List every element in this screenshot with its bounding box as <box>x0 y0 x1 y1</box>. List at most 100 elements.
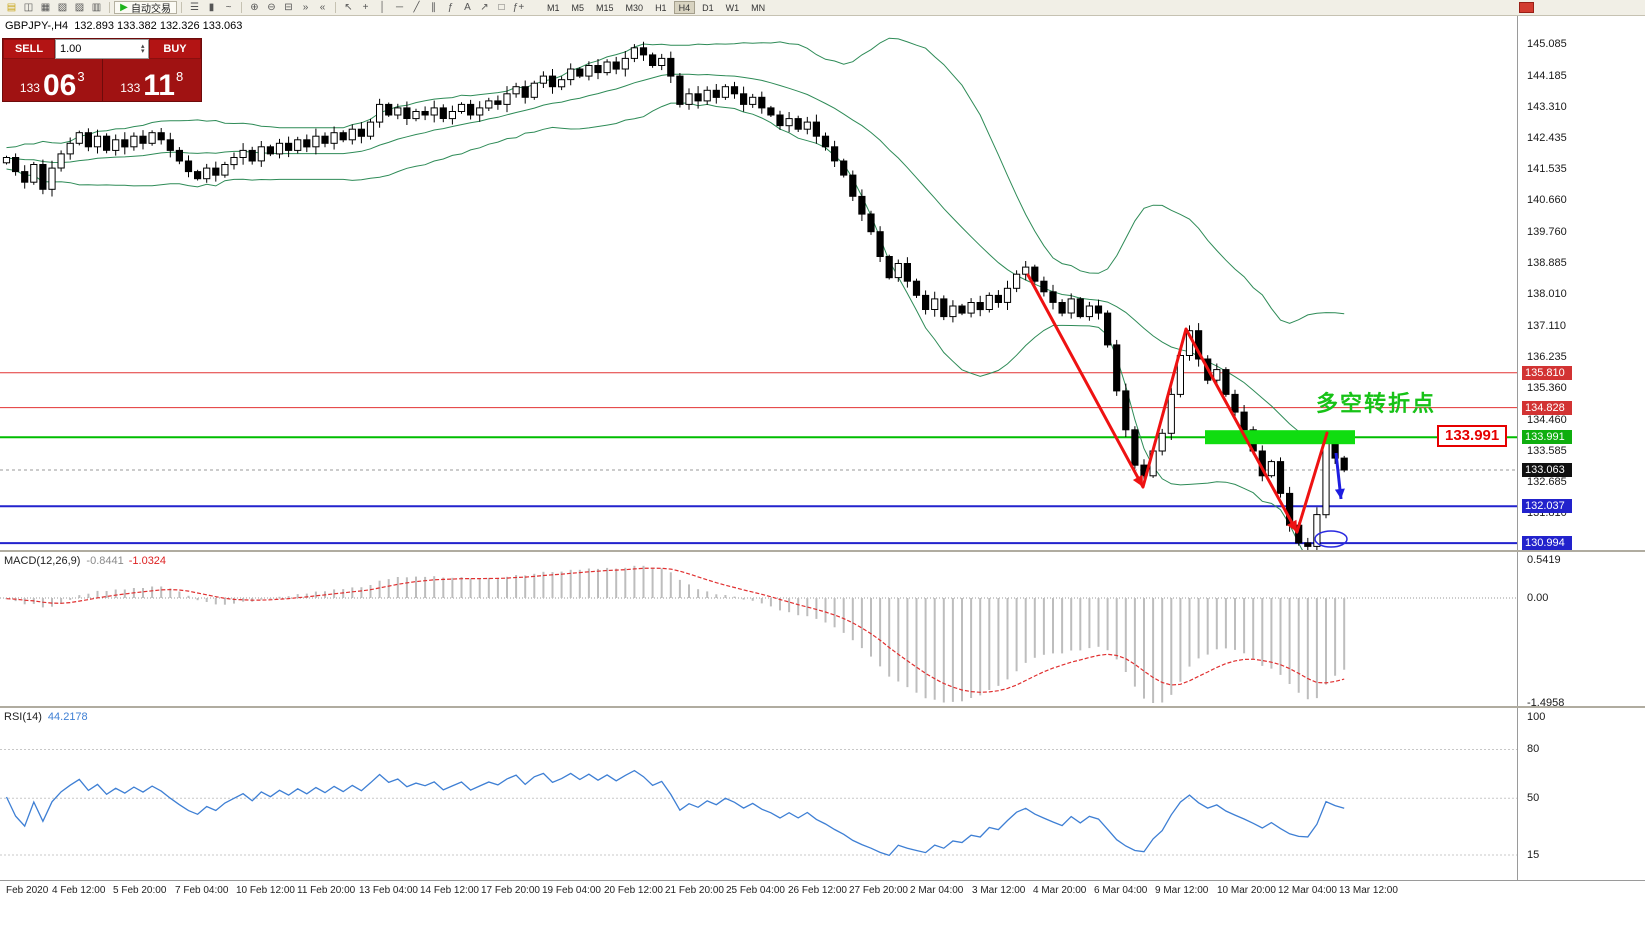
timeframe-m15[interactable]: M15 <box>596 2 614 13</box>
text-tool-icon[interactable]: A <box>464 2 471 13</box>
timeframe-m5[interactable]: M5 <box>571 2 585 13</box>
time-axis-label: 17 Feb 20:00 <box>481 885 540 896</box>
rsi-canvas[interactable] <box>0 708 1517 880</box>
candlestick-canvas[interactable] <box>0 16 1517 550</box>
connection-status-icon[interactable] <box>1519 2 1534 13</box>
price-scale-label: 141.535 <box>1527 163 1567 175</box>
timeframe-m30[interactable]: M30 <box>625 2 644 13</box>
shapes-icon[interactable]: □ <box>498 2 505 13</box>
new-order-icon[interactable]: ▤ <box>6 2 17 13</box>
price-level-tag[interactable]: 133.991 <box>1437 425 1508 447</box>
time-axis-label: 26 Feb 12:00 <box>788 885 847 896</box>
price-chart[interactable]: GBPJPY-,H4 132.893 133.382 132.326 133.06… <box>0 16 1517 550</box>
time-axis-label: 7 Feb 04:00 <box>175 885 229 896</box>
support-zone <box>1205 430 1355 445</box>
buy-price-pips: 11 <box>143 68 175 102</box>
price-scale-badge: 135.810 <box>1522 366 1572 380</box>
time-axis-label: 27 Feb 20:00 <box>849 885 908 896</box>
price-scale[interactable]: 145.085 144.185 143.310 142.435 141.535 140.6… <box>1518 16 1645 550</box>
navigator-icon[interactable]: ▧ <box>57 2 68 13</box>
toolbar-separator <box>181 2 182 13</box>
rsi-value: 44.2178 <box>47 711 88 723</box>
trend-zigzag-arrow <box>1026 273 1329 534</box>
time-axis-label: 19 Feb 04:00 <box>542 885 601 896</box>
time-axis[interactable]: Feb 2020 4 Feb 12:00 5 Feb 20:00 7 Feb 04:0… <box>0 880 1645 904</box>
buy-button[interactable]: BUY <box>149 39 201 59</box>
macd-scale[interactable]: 0.5419 0.00 -1.4958 <box>1518 552 1645 709</box>
chart-shift-icon[interactable]: « <box>319 2 326 13</box>
timeframe-w1[interactable]: W1 <box>725 2 740 13</box>
zoom-in-icon[interactable]: ⊕ <box>250 2 259 13</box>
horizontal-line-icon[interactable]: ─ <box>395 2 404 13</box>
volume-stepper[interactable]: ▴ ▾ <box>55 39 149 59</box>
macd-scale-label: 0.5419 <box>1527 554 1561 566</box>
volume-up-icon[interactable]: ▴ <box>140 43 145 50</box>
bar-chart-icon[interactable]: ☰ <box>190 2 199 13</box>
sell-button[interactable]: SELL <box>3 39 55 59</box>
buy-price-figure: 133 <box>120 81 141 95</box>
timeframe-d1[interactable]: D1 <box>702 2 714 13</box>
buy-price-point: 8 <box>176 69 184 84</box>
time-axis-label: 12 Mar 04:00 <box>1278 885 1337 896</box>
time-axis-label: Feb 2020 <box>6 885 49 896</box>
rsi-scale[interactable]: 100 80 50 15 <box>1518 708 1645 880</box>
rsi-panel[interactable]: RSI(14) 44.2178 <box>0 708 1517 880</box>
turning-point-annotation: 多空转折点 <box>1316 391 1437 416</box>
channel-icon[interactable]: ∥ <box>431 2 436 13</box>
time-axis-label: 13 Mar 12:00 <box>1339 885 1398 896</box>
timeframe-m1[interactable]: M1 <box>547 2 560 13</box>
timeframe-h4[interactable]: H4 <box>673 1 696 14</box>
toolbar-separator <box>335 2 336 13</box>
indicators-icon[interactable]: ƒ+ <box>512 2 525 13</box>
volume-input[interactable] <box>56 43 138 55</box>
arrows-tool-icon[interactable]: ↗ <box>480 2 489 13</box>
sell-price-button[interactable]: 133 06 3 <box>3 59 102 101</box>
buy-price-button[interactable]: 133 11 8 <box>102 59 201 102</box>
timeframe-mn[interactable]: MN <box>751 2 766 13</box>
bollinger-band <box>6 102 1303 550</box>
rsi-scale-label: 100 <box>1527 711 1546 723</box>
macd-panel[interactable]: MACD(12,26,9) -0.8441 -1.0324 <box>0 552 1517 706</box>
price-scale-badge: 132.037 <box>1522 499 1572 513</box>
macd-canvas[interactable] <box>0 552 1517 706</box>
vertical-line-icon[interactable]: │ <box>379 2 386 13</box>
time-axis-label: 10 Feb 12:00 <box>236 885 295 896</box>
time-axis-label: 13 Feb 04:00 <box>359 885 418 896</box>
panel-separator[interactable] <box>0 550 1645 552</box>
line-chart-icon[interactable]: ~ <box>225 2 232 13</box>
time-axis-label: 5 Feb 20:00 <box>113 885 167 896</box>
market-watch-icon[interactable]: ◫ <box>23 2 34 13</box>
data-window-icon[interactable]: ▦ <box>40 2 51 13</box>
auto-trading-button[interactable]: ▶ 自动交易 <box>114 1 177 15</box>
rsi-label: RSI(14) 44.2178 <box>4 711 88 723</box>
chart-symbol-label: GBPJPY-,H4 132.893 133.382 132.326 133.06… <box>5 20 242 32</box>
macd-scale-label: 0.00 <box>1527 592 1549 604</box>
tile-windows-icon[interactable]: ⊟ <box>284 2 293 13</box>
macd-main-value: -0.8441 <box>86 555 124 567</box>
zoom-out-icon[interactable]: ⊖ <box>267 2 276 13</box>
auto-scroll-icon[interactable]: » <box>302 2 309 13</box>
timeframe-group: M1 M5 M15 M30 H1 H4 D1 W1 MN <box>541 1 771 14</box>
price-scale-label: 145.085 <box>1527 38 1567 50</box>
candlestick-chart-icon[interactable]: ▮ <box>208 2 215 13</box>
terminal-icon[interactable]: ▨ <box>74 2 85 13</box>
crosshair-icon[interactable]: + <box>362 2 369 13</box>
time-axis-label: 11 Feb 20:00 <box>297 885 356 896</box>
fibonacci-icon[interactable]: ƒ <box>447 2 454 13</box>
trendline-icon[interactable]: ╱ <box>413 2 420 13</box>
cursor-icon[interactable]: ↖ <box>344 2 353 13</box>
time-axis-label: 4 Mar 20:00 <box>1033 885 1087 896</box>
strategy-tester-icon[interactable]: ▥ <box>91 2 102 13</box>
panel-separator[interactable] <box>0 706 1645 708</box>
price-scale-label: 139.760 <box>1527 226 1567 238</box>
time-axis-label: 4 Feb 12:00 <box>52 885 106 896</box>
price-scale-badge: 133.991 <box>1522 430 1572 444</box>
timeframe-h1[interactable]: H1 <box>655 2 667 13</box>
toolbar-separator <box>109 2 110 13</box>
scale-border <box>1517 16 1518 880</box>
volume-down-icon[interactable]: ▾ <box>140 48 145 55</box>
price-scale-badge: 134.828 <box>1522 401 1572 415</box>
time-axis-label: 2 Mar 04:00 <box>910 885 964 896</box>
price-scale-label: 132.685 <box>1527 476 1567 488</box>
